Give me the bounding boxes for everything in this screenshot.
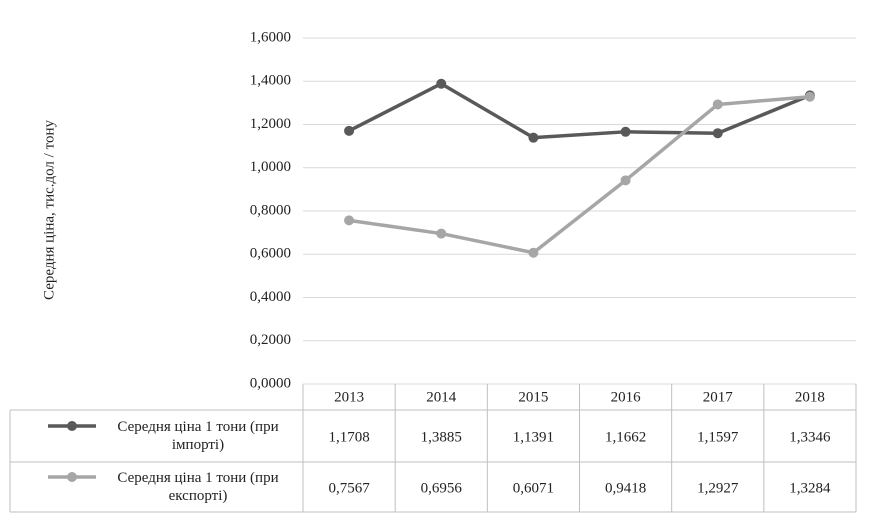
table-cell: 1,2927: [697, 480, 739, 496]
data-point: [804, 91, 815, 102]
x-tick-label: 2013: [334, 389, 364, 405]
y-axis-label: Середня ціна, тис.дол / тону: [41, 120, 57, 300]
data-point: [712, 128, 723, 139]
y-tick-label: 0,6000: [250, 246, 291, 262]
table-cell: 1,1597: [697, 429, 739, 445]
x-tick-label: 2016: [611, 389, 642, 405]
y-tick-label: 0,8000: [250, 202, 291, 218]
table-cell: 1,3284: [789, 480, 831, 496]
data-point: [712, 99, 723, 110]
table-cell: 0,6071: [513, 480, 554, 496]
data-point: [528, 132, 539, 143]
legend-entry: Середня ціна 1 тони (при імпорті): [117, 419, 279, 453]
legend-marker: [67, 421, 77, 431]
table-cell: 1,1708: [328, 429, 369, 445]
x-tick-label: 2018: [795, 389, 825, 405]
y-tick-label: 0,0000: [250, 375, 291, 391]
data-point: [344, 215, 355, 226]
data-point: [436, 78, 447, 89]
data-point: [528, 247, 539, 258]
data-point: [620, 126, 631, 137]
table-cell: 1,1391: [513, 429, 554, 445]
legend-entry: Середня ціна 1 тони (при експорті): [117, 470, 279, 504]
y-tick-label: 1,0000: [250, 159, 291, 175]
y-tick-label: 0,4000: [250, 289, 291, 305]
table-cell: 0,7567: [328, 480, 370, 496]
x-tick-label: 2014: [426, 389, 457, 405]
legend-marker: [67, 472, 77, 482]
y-tick-label: 1,4000: [250, 73, 291, 89]
data-point: [436, 228, 447, 239]
series-line: [348, 81, 811, 140]
table-cell: 1,3885: [421, 429, 462, 445]
data-point: [620, 175, 631, 186]
y-tick-label: 0,2000: [250, 332, 291, 348]
x-tick-label: 2015: [518, 389, 548, 405]
y-tick-label: 1,6000: [250, 29, 291, 45]
legend-label: Середня ціна 1 тони (при експорті): [117, 470, 279, 504]
x-tick-label: 2017: [703, 389, 734, 405]
table-cell: 0,9418: [605, 480, 646, 496]
data-point: [344, 125, 355, 136]
legend-label: Середня ціна 1 тони (при імпорті): [117, 419, 279, 453]
series-line: [348, 94, 811, 255]
table-cell: 1,3346: [789, 429, 831, 445]
table-cell: 1,1662: [605, 429, 646, 445]
y-tick-label: 1,2000: [250, 116, 291, 132]
table-cell: 0,6956: [421, 480, 463, 496]
